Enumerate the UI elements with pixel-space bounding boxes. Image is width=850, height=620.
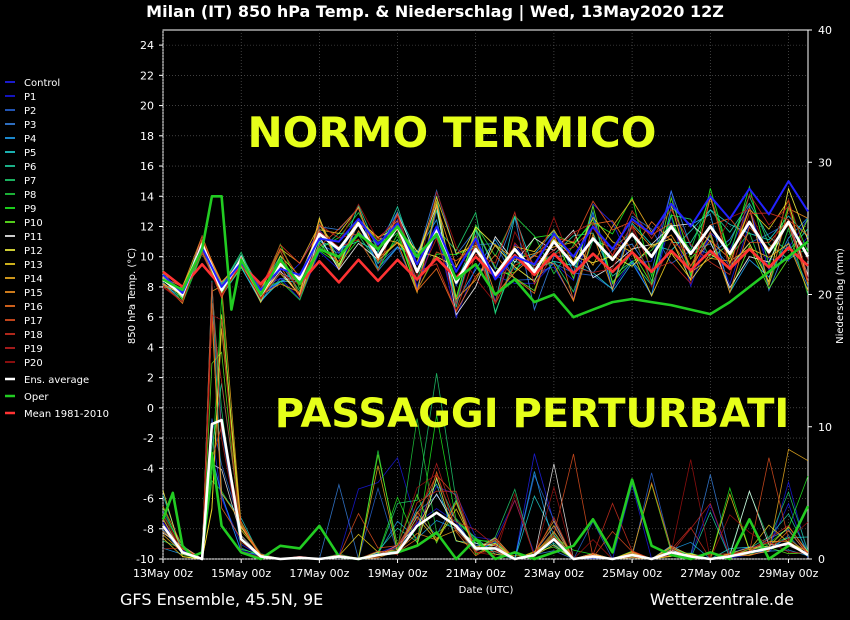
ensemble-member-precip-line <box>162 314 809 561</box>
y-tick-label: 16 <box>140 160 154 173</box>
legend-label: P3 <box>24 120 36 131</box>
y2-tick-label: 10 <box>818 421 832 434</box>
legend-label: P16 <box>24 302 43 313</box>
ensemble-member-temp-line <box>162 206 809 304</box>
footer-site-credit: Wetterzentrale.de <box>650 590 794 609</box>
x-tick-label: 19May 00z <box>368 567 428 580</box>
legend-label: P6 <box>24 162 36 173</box>
footer-source-model: GFS Ensemble, 45.5N, 9E <box>120 590 323 609</box>
series-line-mean-1981-2010 <box>162 246 809 289</box>
overlay-passaggi-perturbati: PASSAGGI PERTURBATI <box>275 391 790 437</box>
y-tick-label: 0 <box>147 402 154 415</box>
legend-label: P10 <box>24 218 43 229</box>
y2-tick-label: 40 <box>818 24 832 37</box>
y-tick-label: -4 <box>143 462 154 475</box>
legend-label: P14 <box>24 274 43 285</box>
x-tick-label: 21May 00z <box>446 567 506 580</box>
y-tick-label: 2 <box>147 372 154 385</box>
series-line-oper-precipitation <box>161 451 810 561</box>
y-tick-label: 24 <box>140 39 154 52</box>
ensemble-member-temp-line <box>162 190 809 304</box>
y-tick-label: 10 <box>140 251 154 264</box>
chart-title: Milan (IT) 850 hPa Temp. & Niederschlag … <box>146 2 724 22</box>
y-tick-label: -6 <box>143 493 154 506</box>
y-tick-label: 4 <box>147 341 154 354</box>
y-tick-label: 8 <box>147 281 154 294</box>
legend-label: P18 <box>24 330 43 341</box>
legend-label: P13 <box>24 260 43 271</box>
series-line-ens-average-precipitation <box>161 418 809 561</box>
x-tick-label: 17May 00z <box>289 567 349 580</box>
y-tick-label: -10 <box>136 553 154 566</box>
x-tick-label: 27May 00z <box>680 567 740 580</box>
y-tick-label: 20 <box>140 100 154 113</box>
x-tick-label: 13May 00z <box>133 567 193 580</box>
legend-label: P4 <box>24 134 36 145</box>
series-line-oper <box>162 195 809 319</box>
x-tick-label: 25May 00z <box>602 567 662 580</box>
x-tick-label: 23May 00z <box>524 567 584 580</box>
y2-tick-label: 30 <box>818 156 832 169</box>
legend-label: Control <box>24 78 60 89</box>
y2-tick-label: 20 <box>818 289 832 302</box>
x-axis-label: Date (UTC) <box>459 585 514 596</box>
legend-label: P17 <box>24 316 43 327</box>
x-tick-label: 15May 00z <box>211 567 271 580</box>
legend-label: P20 <box>24 358 43 369</box>
ensemble-member-temp-line <box>162 190 809 305</box>
legend-label: P8 <box>24 190 36 201</box>
legend-label: P7 <box>24 176 36 187</box>
legend-label: P12 <box>24 246 43 257</box>
axis-layer: -10-8-6-4-202468101214161820222401020304… <box>133 24 832 580</box>
legend-label: Mean 1981-2010 <box>24 409 109 420</box>
y-tick-label: 6 <box>147 311 154 324</box>
legend-label: P1 <box>24 92 36 103</box>
legend-label: P11 <box>24 232 43 243</box>
legend-label: P5 <box>24 148 36 159</box>
y-axis-label: 850 hPa Temp. (°C) <box>127 248 138 344</box>
legend-label: Oper <box>24 392 49 403</box>
y-tick-label: -2 <box>143 432 154 445</box>
y-tick-label: 18 <box>140 130 154 143</box>
y2-axis-label: Niederschlag (mm) <box>835 248 846 344</box>
series-layer <box>161 180 810 561</box>
legend-label: Ens. average <box>24 375 89 386</box>
legend: Control P1 P2 P3 P4 P5 P6 P7 P8 P9 P10 P11 P12 P13 P14… <box>5 78 109 420</box>
ensemble-member-temp-line <box>162 187 809 296</box>
y-tick-label: -8 <box>143 523 154 536</box>
legend-label: P2 <box>24 106 36 117</box>
legend-label: P15 <box>24 288 43 299</box>
y-tick-label: 14 <box>140 190 154 203</box>
legend-label: P9 <box>24 204 36 215</box>
overlay-normo-termico: NORMO TERMICO <box>248 108 657 157</box>
ensemble-member-temp-line <box>162 196 809 302</box>
y-tick-label: 22 <box>140 69 154 82</box>
y2-tick-label: 0 <box>818 553 825 566</box>
legend-label: P19 <box>24 344 43 355</box>
y-tick-label: 12 <box>140 220 154 233</box>
x-tick-label: 29May 00z <box>758 567 818 580</box>
